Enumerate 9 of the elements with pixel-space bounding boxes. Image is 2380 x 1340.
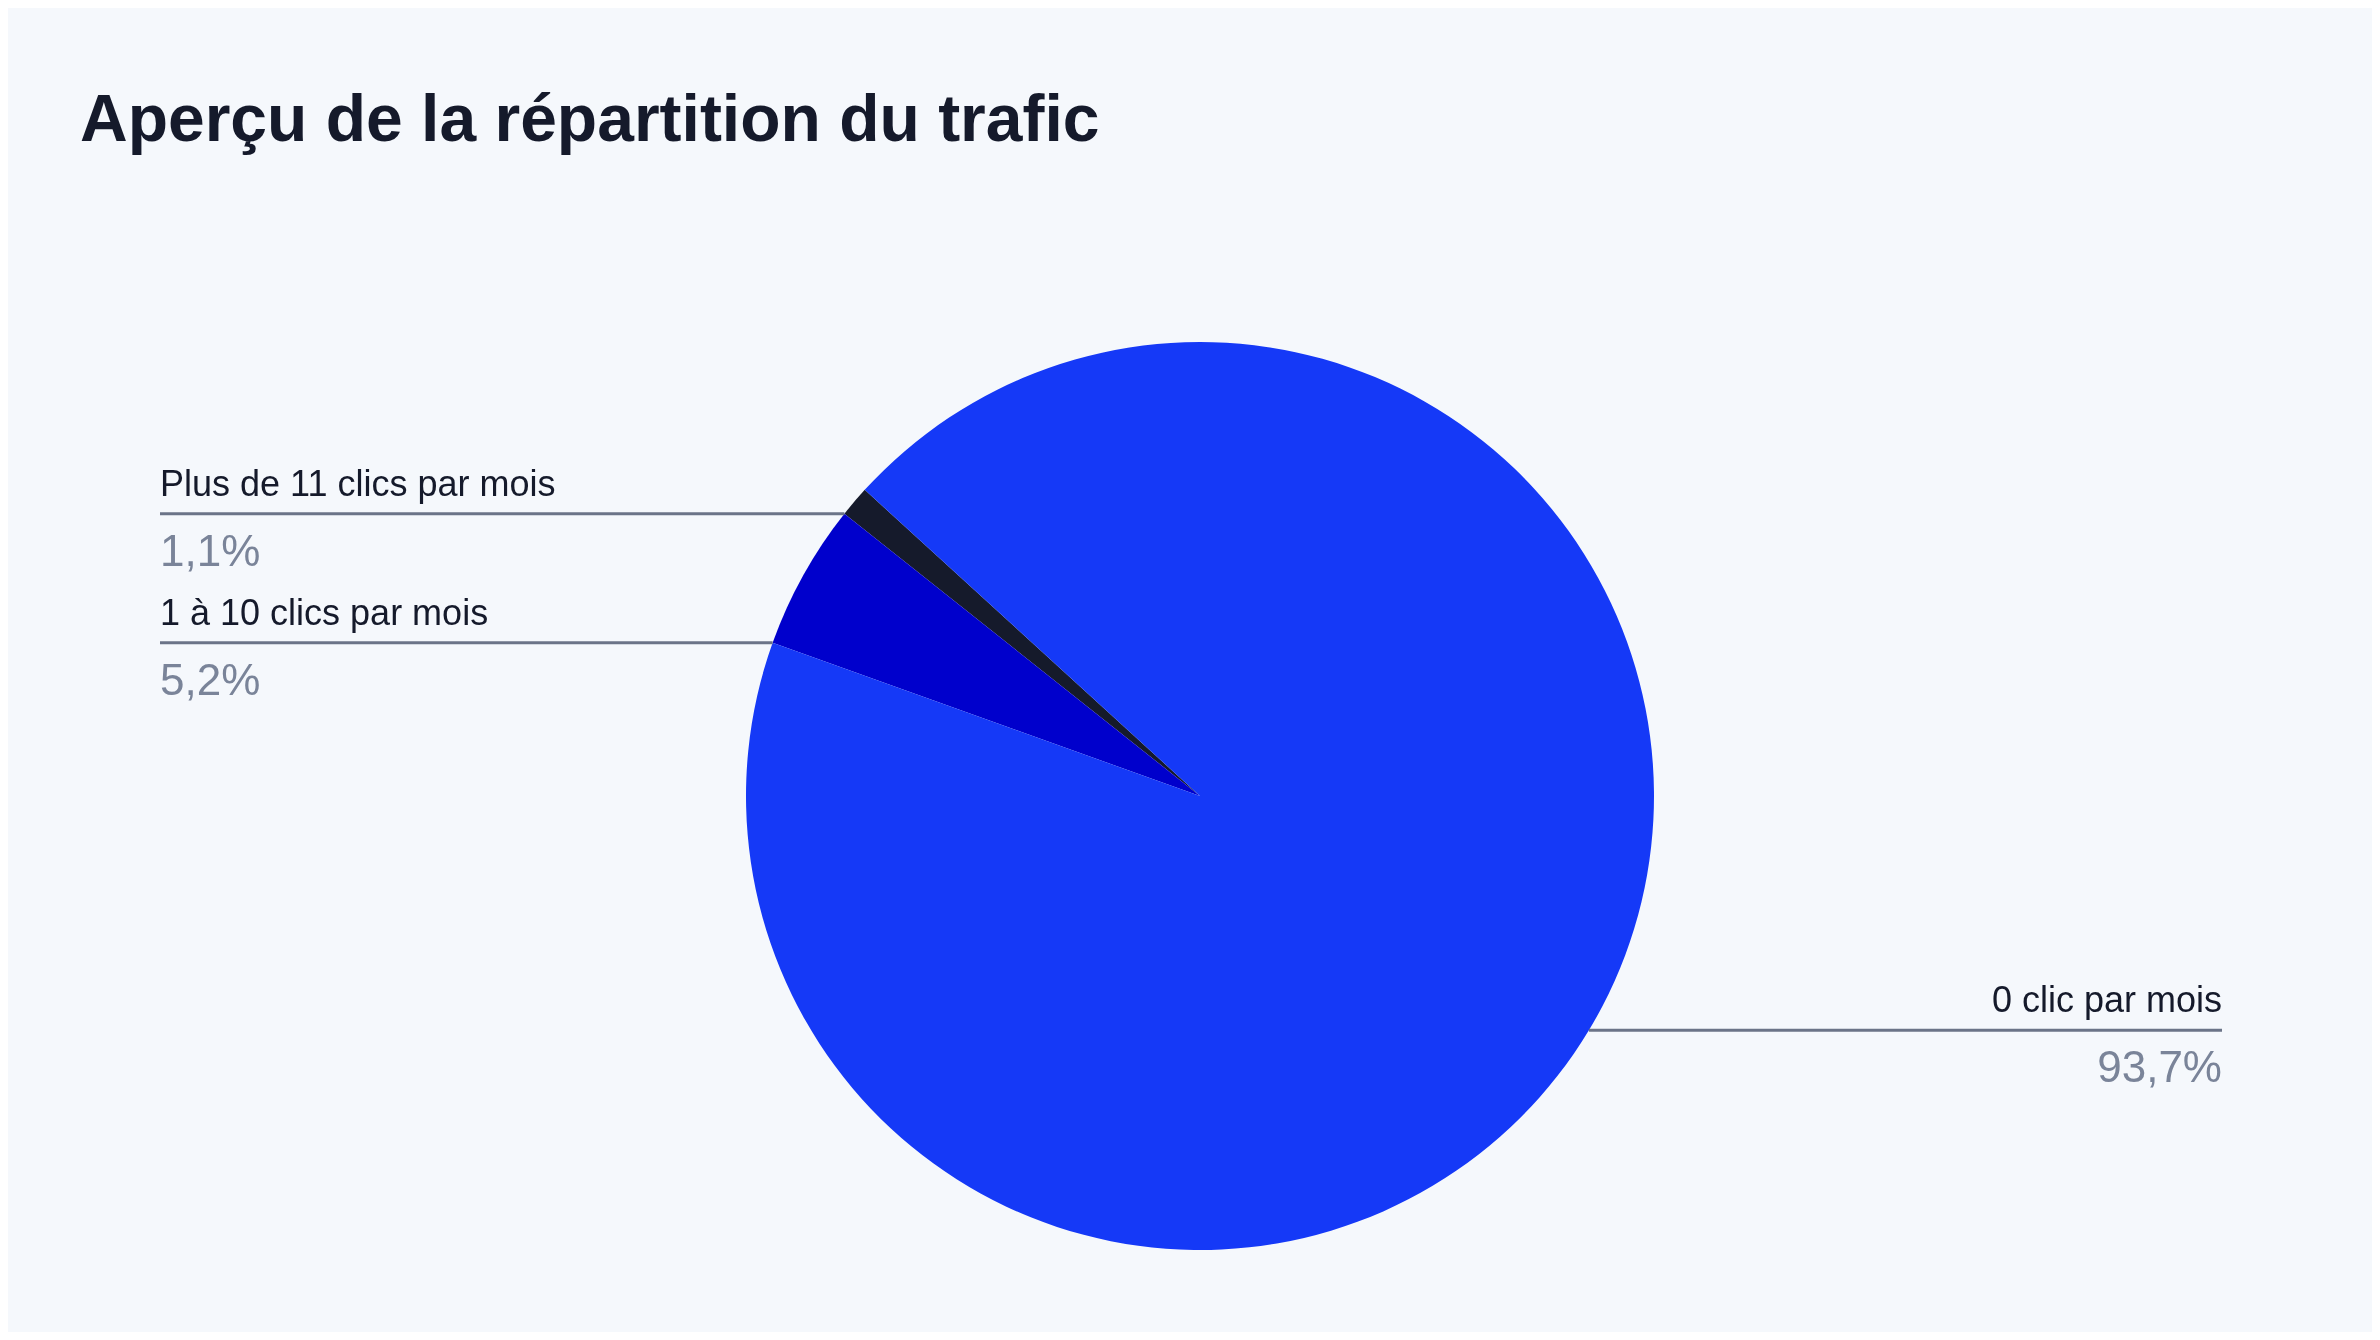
data-label: 5,2%: [160, 654, 261, 704]
slice-label: Plus de 11 clics par mois: [160, 462, 556, 504]
data-label: 1,1%: [160, 525, 261, 575]
pie-slice: [746, 342, 1654, 1250]
slice-label: 1 à 10 clics par mois: [160, 591, 489, 633]
pie-slice: [772, 513, 1200, 796]
data-label: 93,7%: [2097, 1042, 2222, 1092]
slice-label: 0 clic par mois: [1991, 979, 2222, 1021]
chart-title: Aperçu de la répartition du trafic: [80, 80, 1100, 156]
